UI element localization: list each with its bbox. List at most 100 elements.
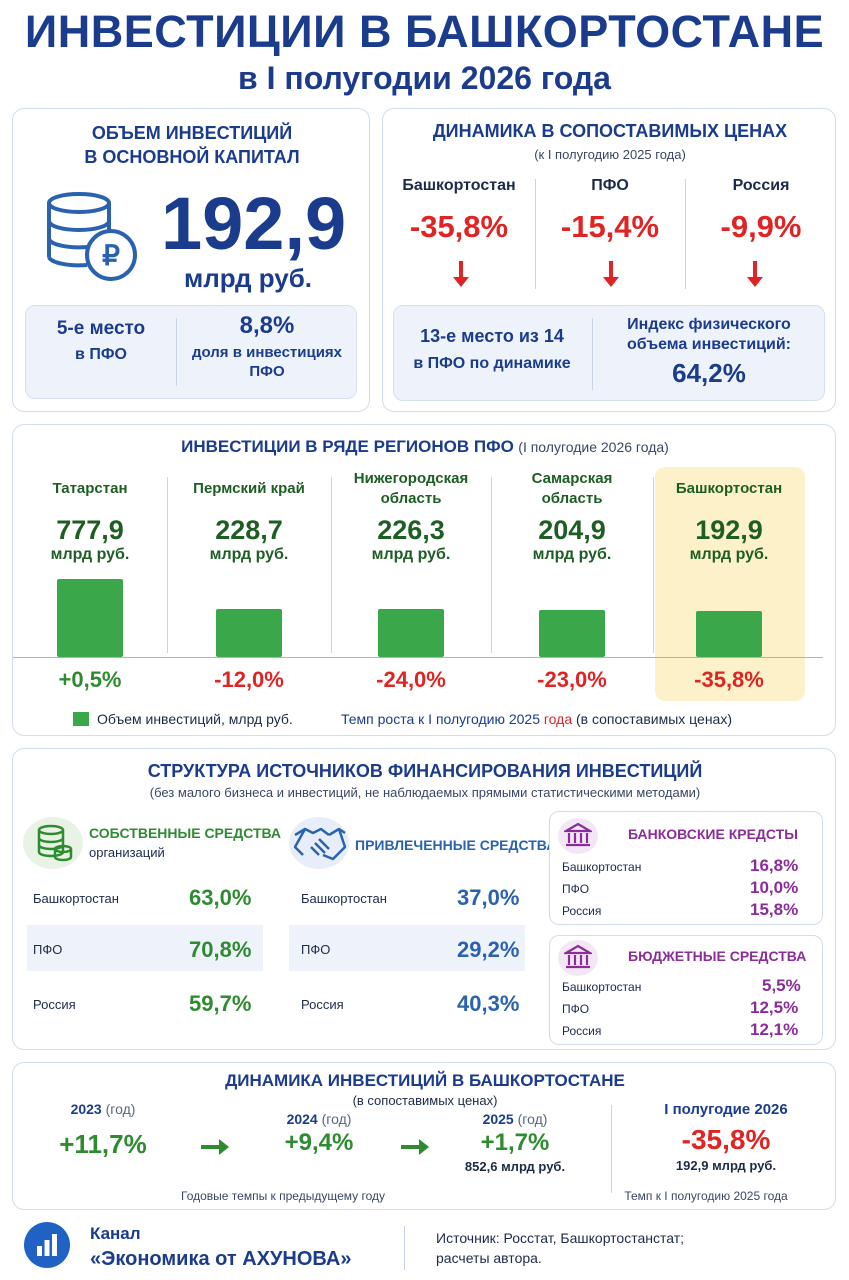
history-caption-left: Годовые темпы к предыдущему году: [181, 1189, 385, 1203]
dyn-col-pfo: ПФО -15,4%: [535, 177, 685, 245]
structure-subtitle: (без малого бизнеса и инвестиций, не наб…: [149, 785, 701, 800]
arrow-down-icon: [453, 261, 469, 287]
region-bar: [216, 609, 282, 657]
arrow-down-icon: [747, 261, 763, 287]
attracted-title: ПРИВЛЕЧЕННЫЕ СРЕДСТВА: [355, 837, 557, 853]
bank-row-value: 16,8%: [750, 856, 799, 875]
dyn-rank-line2: в ПФО по динамике: [413, 355, 571, 372]
legend-rate: Темп роста к I полугодию 2025 года (в со…: [341, 711, 732, 727]
region-unit: млрд руб.: [50, 546, 130, 563]
region-column: Башкортостан 192,9 млрд руб.: [653, 469, 805, 564]
bank-row-value: 15,8%: [750, 900, 799, 919]
channel-name[interactable]: Канал «Экономика от АХУНОВА»: [90, 1224, 351, 1271]
dyn-col-value: -9,9%: [720, 209, 802, 244]
volume-share: 8,8% доля в инвестициях ПФО: [176, 312, 358, 380]
own-row-stripe: [27, 925, 263, 971]
history-caption-right: Темп к I полугодию 2025 года: [624, 1189, 788, 1203]
region-column: Самарская область 204,9 млрд руб.: [491, 469, 653, 564]
dyn-index: Индекс физического объема инвестиций: 64…: [592, 316, 826, 389]
history-2024: 2024 (год) +9,4%: [269, 1111, 369, 1157]
volume-place: 5-е место в ПФО: [26, 318, 176, 364]
legend-swatch: [73, 712, 89, 726]
year-value: +9,4%: [284, 1129, 354, 1156]
region-name: Башкортостан: [675, 480, 783, 497]
year-unit: (год): [105, 1101, 136, 1117]
history-2025: 2025 (год) +1,7% 852,6 млрд руб.: [443, 1111, 587, 1174]
attracted-row-stripe: [289, 925, 525, 971]
history-subtitle: (в сопоставимых ценах): [352, 1093, 498, 1108]
dyn-col-bashkortostan: Башкортостан -35,8%: [383, 177, 535, 245]
year-value: +1,7%: [480, 1129, 550, 1156]
volume-title: ОБЪЕМ ИНВЕСТИЦИЙ В ОСНОВНОЙ КАПИТАЛ: [13, 121, 371, 169]
arrow-down-icon: [603, 261, 619, 287]
legend-rate-b: года: [543, 711, 573, 727]
volume-unit: млрд руб.: [184, 263, 312, 293]
budget-row-label: Башкортостан: [562, 980, 642, 994]
year-label: 2023: [70, 1101, 102, 1117]
year-unit: (год): [517, 1111, 548, 1127]
source-line1: Источник: Росстат, Башкортостанстат;: [436, 1230, 685, 1246]
budget-row-label: ПФО: [562, 1002, 590, 1016]
region-value: 192,9: [695, 515, 763, 545]
budget-row-value: 12,5%: [750, 998, 799, 1017]
channel-line1: Канал: [90, 1224, 141, 1243]
region-unit: млрд руб.: [689, 546, 769, 563]
region-value: 204,9: [538, 515, 606, 545]
bank-row-label: Башкортостан: [562, 860, 642, 874]
dyn-rank-line1: 13-е место из 14: [420, 326, 564, 346]
region-bar: [57, 579, 123, 657]
region-growth: -12,0%: [214, 667, 284, 692]
bar-chart-icon: [37, 1234, 57, 1256]
bank-building-icon: [564, 822, 592, 847]
own-row-value: 59,7%: [189, 991, 252, 1016]
regions-legend: Объем инвестиций, млрд руб.: [73, 711, 293, 727]
budget-row-value: 5,5%: [762, 976, 801, 995]
channel-line2: «Экономика от АХУНОВА»: [90, 1248, 352, 1270]
source-line2: расчеты автора.: [436, 1250, 542, 1266]
region-growth: +0,5%: [58, 667, 122, 692]
dynamics-card: ДИНАМИКА В СОПОСТАВИМЫХ ЦЕНАХ (к I полуг…: [382, 108, 836, 412]
region-name: Пермский край: [193, 480, 305, 497]
structure-title: СТРУКТУРА ИСТОЧНИКОВ ФИНАНСИРОВАНИЯ ИНВЕ…: [147, 761, 703, 781]
dyn-rank: 13-е место из 14 в ПФО по динамике: [394, 326, 590, 373]
region-name: Самарская область: [531, 470, 613, 507]
bank-credits-title: БАНКОВСКИЕ КРЕДСТЫ: [628, 826, 798, 842]
dyn-col-label: ПФО: [591, 177, 629, 194]
budget-funds-title: БЮДЖЕТНЫЕ СРЕДСТВА: [628, 948, 807, 964]
legend-rate-c: (в сопоставимых ценах): [572, 711, 733, 727]
region-growth: -24,0%: [376, 667, 446, 692]
attracted-row-label: Россия: [301, 997, 344, 1012]
page-subtitle: в I полугодии 2026 года: [238, 60, 611, 96]
h1-amount: 192,9 млрд руб.: [675, 1158, 777, 1173]
bank-row-value: 10,0%: [750, 878, 799, 897]
handshake-icon: [293, 827, 347, 861]
region-column: Пермский край 228,7 млрд руб.: [167, 469, 331, 564]
attracted-row-value: 40,3%: [457, 991, 520, 1016]
own-row-label: Россия: [33, 997, 76, 1012]
region-column: Татарстан 777,9 млрд руб.: [13, 469, 167, 564]
budget-funds-box: БЮДЖЕТНЫЕ СРЕДСТВА Башкортостан 5,5% ПФО…: [549, 935, 823, 1045]
chart-baseline: [13, 657, 823, 658]
region-value: 228,7: [215, 515, 283, 545]
bank-building-icon: [564, 944, 592, 969]
channel-logo: [24, 1222, 70, 1268]
volume-place-line1: 5-е место: [56, 318, 146, 339]
budget-row-value: 12,1%: [750, 1020, 799, 1039]
history-title: ДИНАМИКА ИНВЕСТИЦИЙ В БАШКОРТОСТАНЕ: [225, 1071, 625, 1090]
dynamics-title: ДИНАМИКА В СОПОСТАВИМЫХ ЦЕНАХ: [432, 121, 788, 141]
volume-place-line2: в ПФО: [75, 346, 127, 363]
history-2023: 2023 (год) +11,7%: [53, 1101, 153, 1160]
year-amount: 852,6 млрд руб.: [464, 1159, 566, 1174]
region-unit: млрд руб.: [371, 546, 451, 563]
history-card: ДИНАМИКА ИНВЕСТИЦИЙ В БАШКОРТОСТАНЕ (в с…: [12, 1062, 836, 1210]
h1-title: I полугодие 2026: [664, 1101, 788, 1118]
dyn-index-line2: объема инвестиций:: [627, 336, 791, 353]
regions-card: ИНВЕСТИЦИИ В РЯДЕ РЕГИОНОВ ПФО (I полуго…: [12, 424, 836, 736]
dyn-col-label: Башкортостан: [402, 177, 516, 194]
region-unit: млрд руб.: [532, 546, 612, 563]
region-bar: [539, 610, 605, 657]
attracted-icon-wrap: [289, 817, 349, 869]
own-funds-subtitle: организаций: [89, 845, 165, 860]
dyn-col-value: -35,8%: [409, 209, 509, 244]
volume-facts: 5-е место в ПФО 8,8% доля в инвестициях …: [25, 305, 357, 399]
